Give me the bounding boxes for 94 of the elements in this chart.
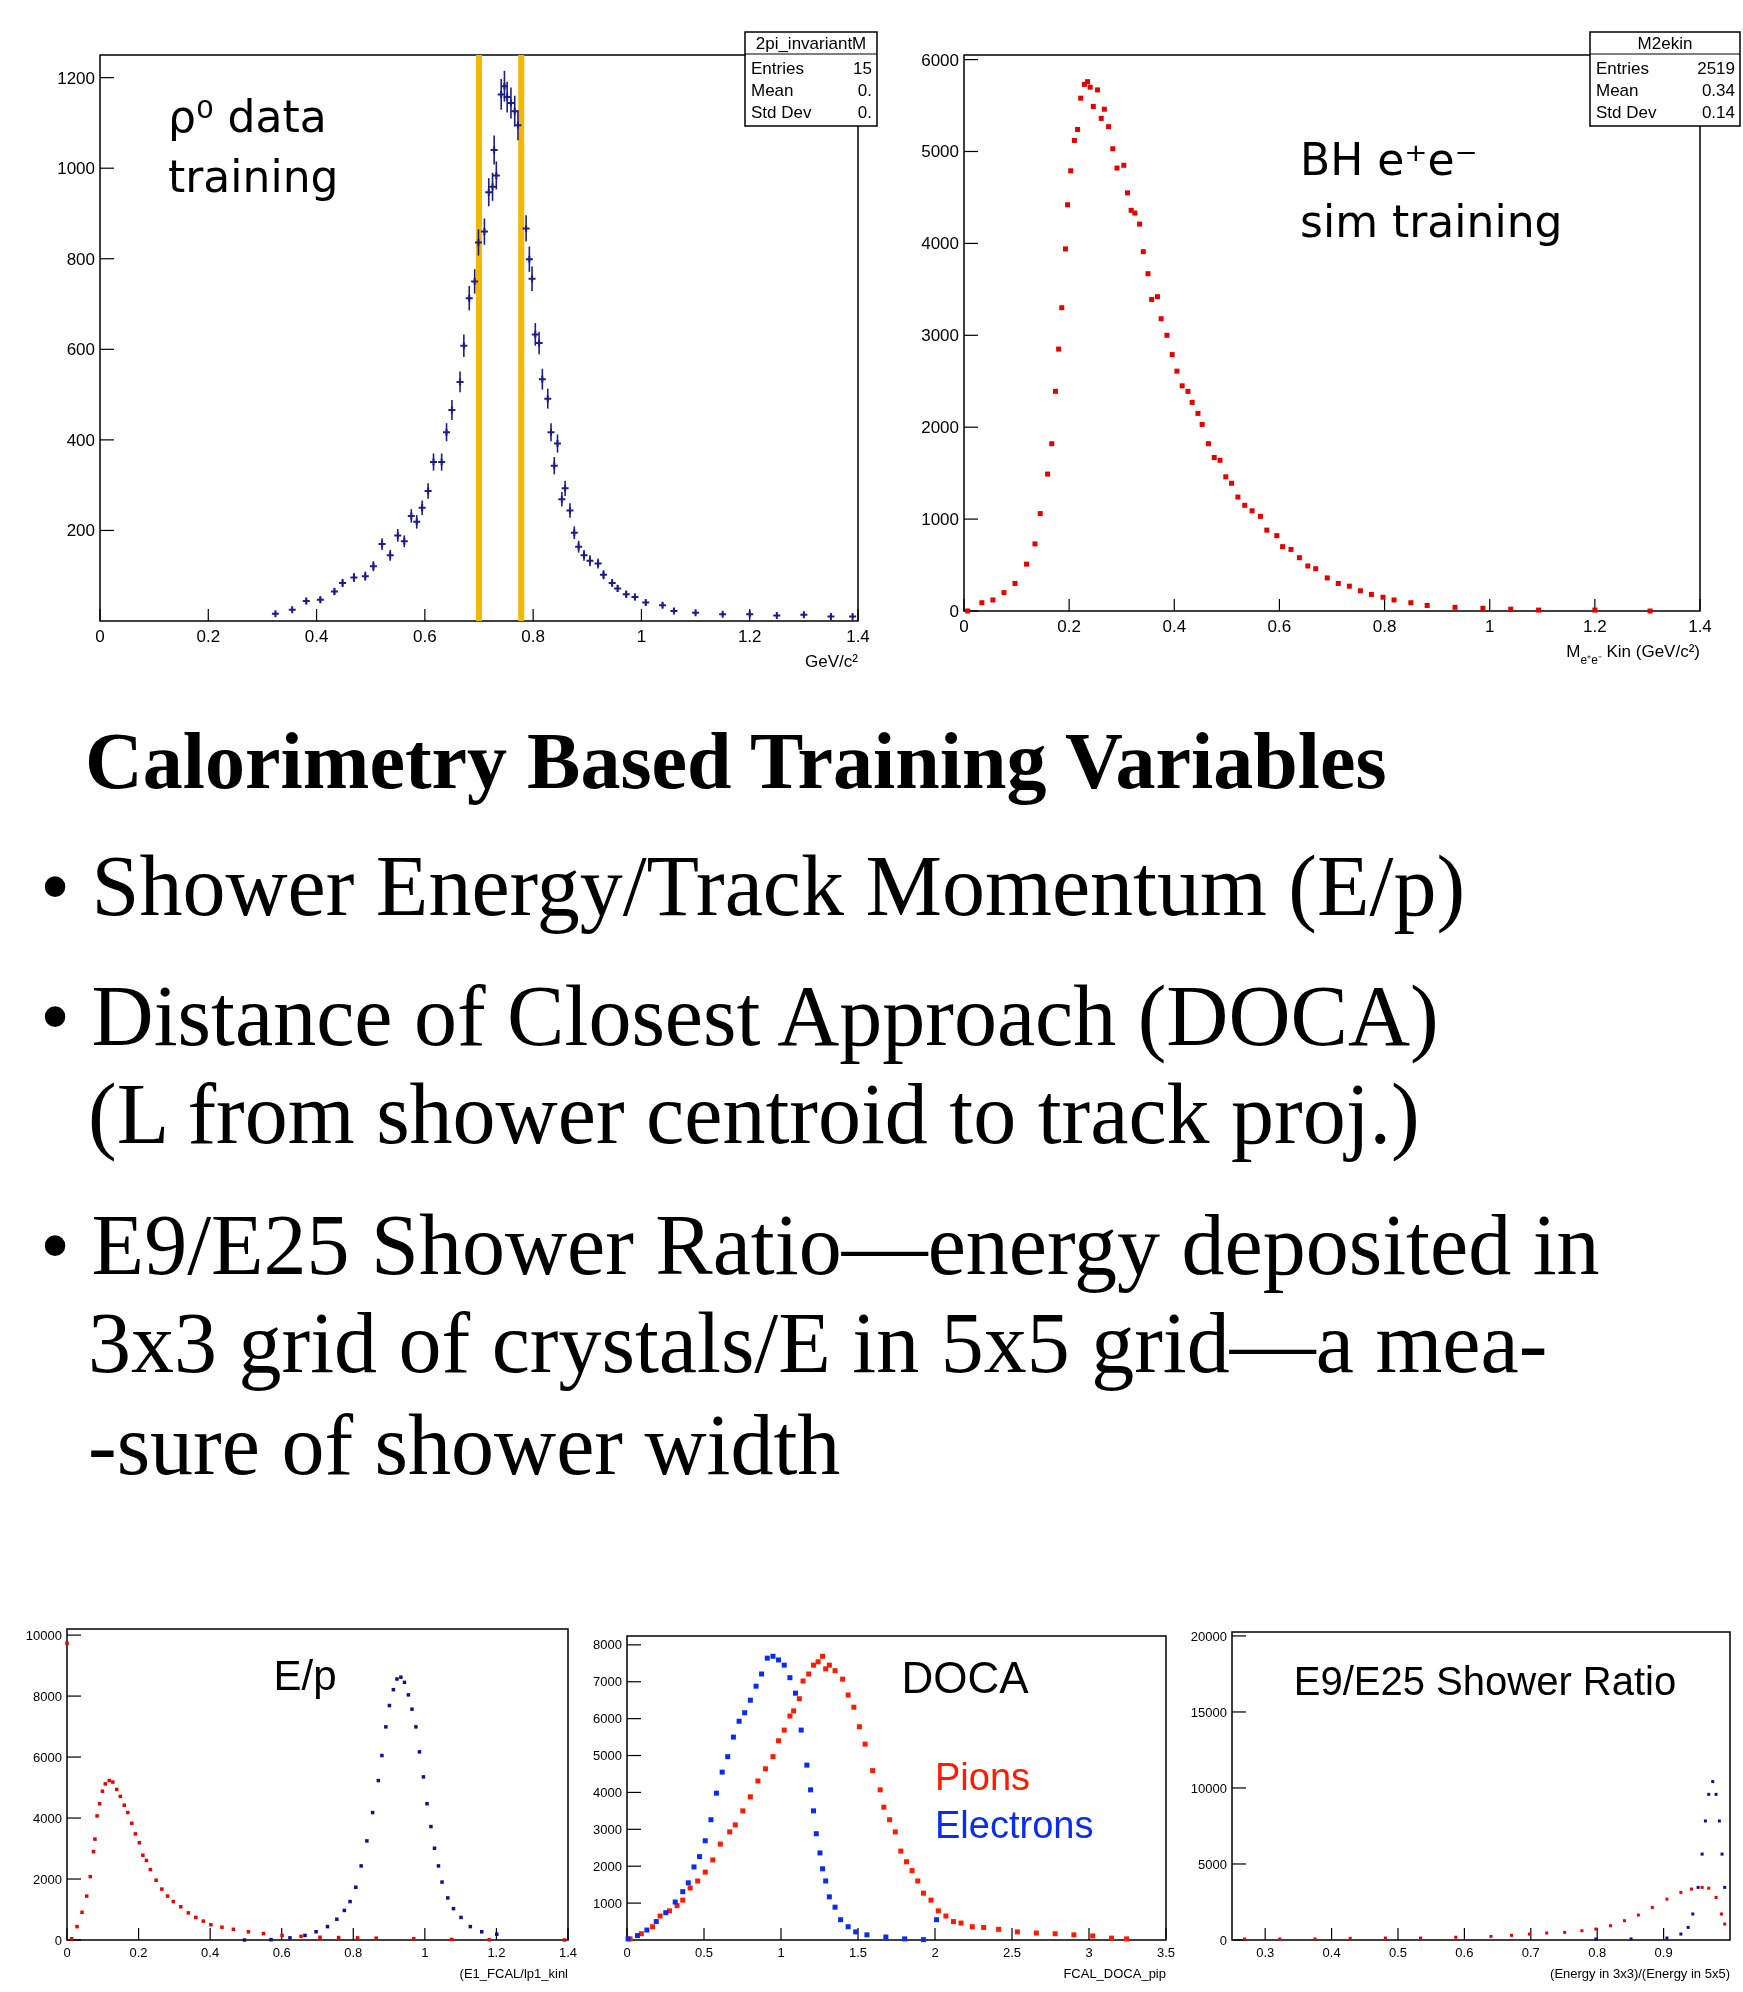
text: E9/E25 Shower Ratio (1293, 1659, 1677, 1703)
series-label: Electrons (935, 1804, 1094, 1846)
text: • Distance of Closest Approach (DOCA) (40, 968, 1439, 1064)
x-tick-label: 1.4 (558, 1945, 578, 1960)
x-tick-label: 0.8 (1372, 617, 1397, 636)
x-tick-label: 1.2 (487, 1945, 506, 1960)
x-tick-label: 1.5 (848, 1945, 868, 1960)
x-tick-label: 1 (636, 627, 647, 646)
text: Mean 0. (751, 81, 872, 100)
y-tick-label: 6000 (33, 1749, 62, 1765)
chart-title: DOCA (901, 1653, 1030, 1702)
text: BH e⁺e⁻ sim training (1300, 134, 1563, 247)
x-tick-label: 1.4 (1688, 617, 1712, 636)
y-tick-label: 4000 (921, 234, 959, 254)
x-axis-title: (E1_FCAL/lp1_kinl (459, 1966, 569, 1981)
text: 2pi_invariantM (755, 34, 867, 53)
x-tick-label: 0.2 (129, 1945, 148, 1960)
y-tick-label: 5000 (593, 1748, 622, 1764)
y-tick-label: 0 (54, 1932, 62, 1948)
x-tick-label: 0.4 (1162, 617, 1187, 636)
y-tick-label: 8000 (33, 1688, 62, 1704)
text: • Shower Energy/Track Momentum (E/p) (40, 838, 1466, 934)
text: Entries 2519 (1596, 59, 1735, 78)
x-tick-label: 1.4 (846, 627, 870, 646)
y-tick-label: 1200 (57, 68, 95, 88)
x-tick-label: 1.2 (737, 627, 762, 646)
x-axis-title: FCAL_DOCA_pip (1063, 1966, 1166, 1981)
x-tick-label: 2 (931, 1945, 939, 1960)
x-tick-label: 0.6 (413, 627, 437, 646)
y-tick-label: 3000 (593, 1821, 622, 1837)
y-tick-label: 0 (1219, 1932, 1227, 1948)
y-tick-label: 4000 (33, 1810, 62, 1826)
x-tick-label: 0.3 (1256, 1945, 1275, 1960)
y-tick-label: 200 (66, 521, 95, 541)
text: Entries 15 (751, 59, 872, 78)
series-label: Pions (935, 1756, 1031, 1798)
x-tick-label: 0.2 (1057, 617, 1081, 636)
text: 3x3 grid of crystals/E in 5x5 grid—a mea- (88, 1295, 1548, 1391)
y-tick-label: 2000 (33, 1871, 62, 1887)
y-tick-label: 5000 (1198, 1856, 1227, 1872)
y-tick-label: 2000 (921, 418, 959, 438)
text: Calorimetry Based Training Variables (85, 717, 1387, 805)
y-tick-label: 0 (949, 601, 959, 621)
x-tick-label: 0.7 (1521, 1945, 1540, 1960)
x-tick-label: 0.6 (1455, 1945, 1474, 1960)
y-tick-label: 1000 (593, 1895, 622, 1911)
x-tick-label: 0.4 (1322, 1945, 1341, 1960)
text: Mean 0.34 (1596, 81, 1735, 100)
y-tick-label: 2000 (593, 1858, 622, 1874)
x-tick-label: 3 (1085, 1945, 1093, 1960)
y-tick-label: 20000 (1190, 1628, 1227, 1644)
y-tick-label: 400 (66, 430, 95, 450)
text: • E9/E25 Shower Ratio—energy deposited in (40, 1197, 1600, 1293)
y-tick-label: 1000 (921, 510, 959, 530)
x-tick-label: 3.5 (1156, 1945, 1176, 1960)
x-tick-label: 0.8 (521, 627, 545, 646)
text: E/p (273, 1652, 337, 1699)
x-tick-label: 1 (777, 1945, 785, 1960)
x-tick-label: 0.6 (272, 1945, 291, 1960)
text: M2ekin (1637, 34, 1693, 53)
y-tick-label: 6000 (593, 1711, 622, 1727)
y-tick-label: 10000 (25, 1627, 62, 1643)
x-tick-label: 0.2 (196, 627, 221, 646)
x-tick-label: 0.5 (694, 1945, 714, 1960)
x-tick-label: 2.5 (1002, 1945, 1022, 1960)
text: Std Dev 0.14 (1596, 103, 1735, 122)
x-tick-label: 1.2 (1583, 617, 1607, 636)
x-axis-title: M$_{e⁺e⁻}$ Kin (GeV/c²) (1566, 642, 1700, 667)
y-tick-label: 7000 (593, 1674, 622, 1690)
y-tick-label: 6000 (921, 50, 959, 70)
x-tick-label: 0.8 (1588, 1945, 1607, 1960)
x-tick-label: 0.4 (201, 1945, 220, 1960)
y-tick-label: 15000 (1190, 1704, 1227, 1720)
y-tick-label: 800 (66, 249, 95, 269)
y-tick-label: 5000 (921, 142, 959, 162)
y-tick-label: 10000 (1190, 1780, 1227, 1796)
y-tick-label: 3000 (921, 326, 959, 346)
text: -sure of shower width (88, 1397, 841, 1493)
x-tick-label: 1 (421, 1945, 429, 1960)
x-tick-label: 0.5 (1388, 1945, 1408, 1960)
text: (L from shower centroid to track proj.) (88, 1066, 1420, 1162)
x-axis-title: (Energy in 3x3)/(Energy in 5x5) (1550, 1966, 1730, 1981)
x-axis-title: GeV/c² (805, 652, 859, 671)
x-tick-label: 0.6 (1267, 617, 1292, 636)
x-tick-label: 0.9 (1654, 1945, 1673, 1960)
y-tick-label: 4000 (593, 1784, 622, 1800)
x-tick-label: 0.8 (344, 1945, 363, 1960)
text: Std Dev 0. (751, 103, 872, 122)
x-tick-label: 1 (1484, 617, 1495, 636)
x-tick-label: 0.4 (304, 627, 329, 646)
y-tick-label: 600 (66, 340, 95, 360)
y-tick-label: 1000 (57, 159, 95, 179)
y-tick-label: 8000 (593, 1637, 622, 1653)
text: ρ⁰ data training (168, 91, 339, 202)
